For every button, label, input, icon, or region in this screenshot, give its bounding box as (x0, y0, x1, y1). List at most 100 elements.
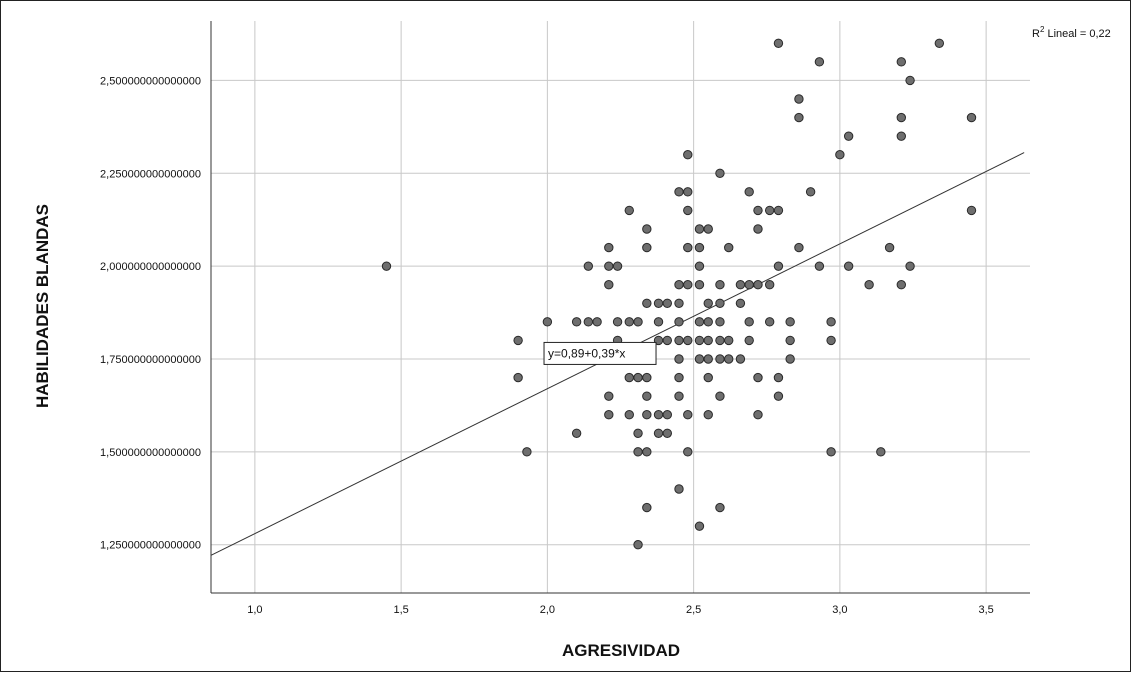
axes (210, 21, 1030, 594)
data-point (624, 317, 634, 327)
data-point (724, 354, 734, 364)
data-point (703, 354, 713, 364)
r-squared-text: Lineal = 0,22 (1047, 28, 1110, 40)
data-point (876, 447, 886, 457)
data-point (826, 447, 836, 457)
data-point (604, 242, 614, 253)
data-point (966, 205, 977, 216)
data-point (624, 372, 634, 383)
data-point (653, 410, 664, 420)
data-point (966, 112, 977, 123)
data-point (835, 150, 845, 160)
data-point (694, 317, 705, 327)
data-point (662, 428, 672, 438)
data-point (744, 335, 754, 346)
data-point (604, 280, 614, 290)
data-point (715, 298, 725, 308)
data-point (805, 187, 816, 197)
data-point (662, 335, 672, 346)
data-point (513, 335, 523, 346)
data-point (735, 280, 746, 290)
data-point (753, 280, 763, 290)
data-point (715, 335, 725, 346)
data-point (794, 94, 804, 104)
data-point (604, 391, 614, 401)
data-point (653, 298, 664, 308)
data-point (674, 317, 684, 327)
data-point (683, 205, 693, 216)
data-point (381, 261, 392, 271)
data-point (633, 447, 643, 457)
data-point (683, 447, 693, 457)
data-point (864, 280, 874, 290)
y-tick-label: 1,750000000000000 (100, 354, 201, 366)
data-points (381, 38, 977, 550)
x-axis-title: AGRESIVIDAD (562, 641, 680, 660)
r-squared-note: R2 Lineal = 0,22 (1032, 25, 1111, 40)
data-point (642, 242, 652, 253)
data-point (683, 410, 693, 420)
data-point (744, 187, 754, 197)
data-point (633, 540, 643, 550)
data-point (744, 280, 754, 290)
data-point (642, 224, 652, 234)
data-point (896, 280, 906, 290)
data-point (715, 391, 725, 401)
data-point (694, 224, 705, 234)
data-point (694, 242, 705, 253)
data-point (674, 372, 684, 383)
data-point (674, 484, 684, 494)
data-point (715, 168, 725, 178)
data-point (773, 38, 784, 48)
data-point (814, 57, 825, 67)
data-point (674, 187, 684, 197)
data-point (703, 224, 713, 234)
data-point (583, 317, 594, 327)
data-point (694, 335, 705, 346)
data-point (694, 280, 705, 290)
data-point (703, 317, 713, 327)
data-point (715, 280, 725, 290)
data-point (753, 224, 763, 234)
data-point (674, 391, 684, 401)
data-point (896, 112, 906, 123)
data-point (683, 187, 693, 197)
x-tick-label: 2,0 (540, 604, 555, 616)
data-point (715, 317, 725, 327)
data-point (785, 317, 795, 327)
data-point (683, 335, 693, 346)
data-point (694, 261, 705, 271)
data-point (703, 298, 713, 308)
data-point (896, 57, 906, 67)
data-point (513, 372, 523, 383)
data-point (905, 261, 915, 271)
data-point (674, 280, 684, 290)
equation-box (543, 341, 657, 365)
data-point (642, 410, 652, 420)
data-point (753, 410, 763, 420)
data-point (674, 335, 684, 346)
data-point (715, 354, 725, 364)
data-point (843, 261, 854, 271)
data-point (522, 447, 532, 457)
data-point (703, 335, 713, 346)
y-tick-label: 2,250000000000000 (100, 168, 201, 180)
data-point (612, 317, 623, 327)
data-point (542, 317, 553, 327)
data-point (773, 261, 784, 271)
data-point (653, 317, 664, 327)
data-point (826, 317, 836, 327)
data-point (583, 261, 594, 271)
data-point (764, 317, 775, 327)
x-tick-label: 2,5 (686, 604, 701, 616)
data-point (884, 242, 895, 253)
equation-label-group: y=0,89+0,39*x (543, 341, 657, 365)
data-point (694, 354, 705, 364)
data-point (753, 205, 763, 216)
data-point (934, 38, 945, 48)
data-point (694, 521, 705, 531)
y-tick-labels: 1,250000000000000 1,500000000000000 1,7500… (100, 75, 201, 551)
data-point (703, 410, 713, 420)
data-point (571, 317, 582, 327)
r-squared-superscript: 2 (1040, 25, 1045, 34)
